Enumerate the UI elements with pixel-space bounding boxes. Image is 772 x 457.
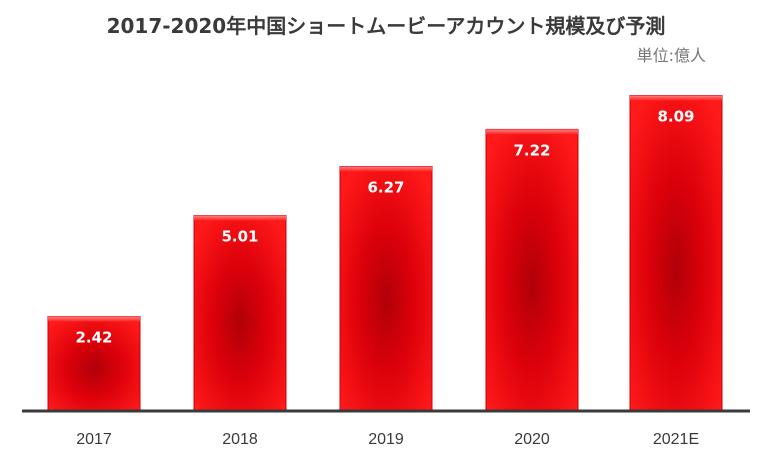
bars-layer: 2.42 5.01 6.27 7.22 8.09 (47, 94, 723, 412)
bar-top-highlight (486, 129, 578, 135)
x-tick-labels: 2017 2018 2019 2020 2021E (76, 431, 699, 448)
bar-value-label: 2.42 (75, 329, 112, 347)
x-tick-label: 2021E (653, 431, 699, 448)
bar-2017: 2.42 (47, 316, 141, 412)
bar-rect (629, 94, 723, 412)
unit-label: 単位:億人 (636, 46, 706, 65)
bar-value-label: 6.27 (367, 178, 404, 196)
x-tick-label: 2019 (368, 431, 404, 448)
bar-rect (193, 215, 287, 412)
x-tick-label: 2017 (76, 431, 112, 448)
bar-2018: 5.01 (193, 215, 287, 412)
bar-rect (485, 128, 579, 412)
bar-2021E: 8.09 (629, 94, 723, 412)
bar-top-highlight (48, 316, 140, 322)
bar-2020: 7.22 (485, 128, 579, 412)
x-tick-label: 2018 (222, 431, 258, 448)
bar-rect (47, 316, 141, 412)
bar-value-label: 8.09 (657, 107, 694, 125)
bar-value-label: 5.01 (221, 228, 258, 246)
chart-title: 2017-2020年中国ショートムービーアカウント規模及び予測 (106, 14, 666, 38)
bar-value-label: 7.22 (513, 141, 550, 159)
bar-top-highlight (340, 166, 432, 172)
bar-top-highlight (630, 95, 722, 101)
x-tick-label: 2020 (514, 431, 550, 448)
bar-rect (339, 165, 433, 412)
bar-2019: 6.27 (339, 165, 433, 412)
bar-top-highlight (194, 215, 286, 221)
